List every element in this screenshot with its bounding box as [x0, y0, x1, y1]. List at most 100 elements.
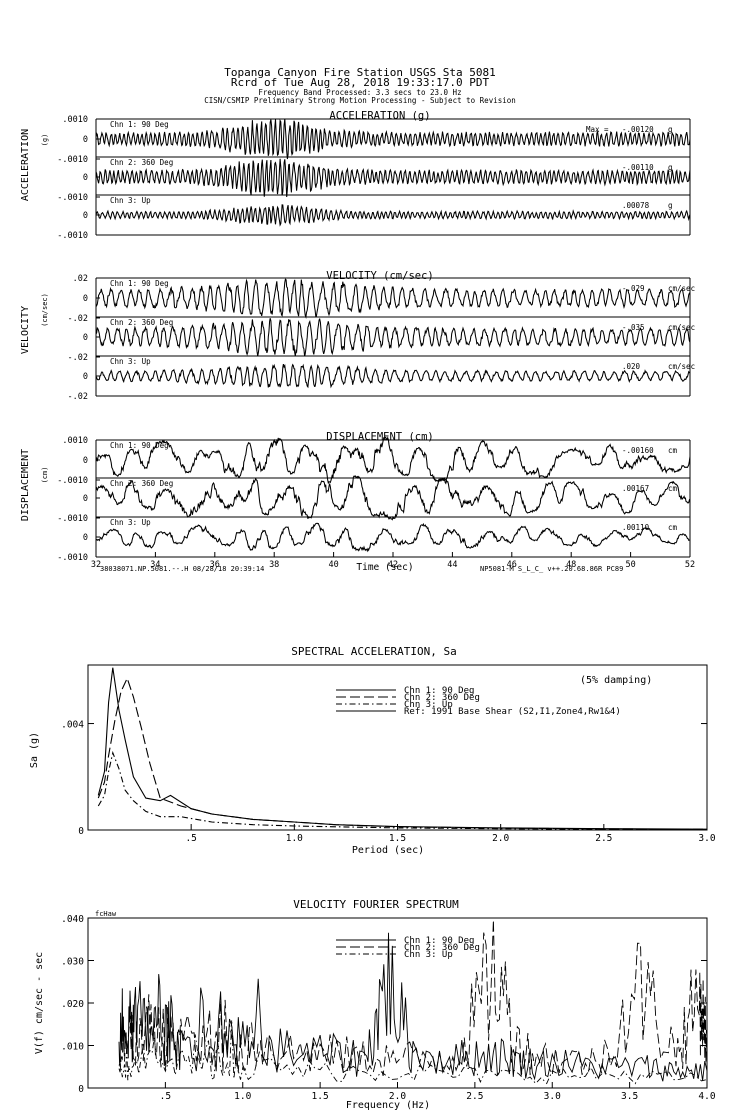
legend-label: Ref: 1991 Base Shear (S2,I1,Zone4,Rw1&4) — [404, 707, 621, 717]
acceleration-traces: ACCELERATION (g) ACCELERATION (g) .0010 0… — [20, 110, 691, 241]
y-tick-label: .020 — [61, 999, 84, 1010]
waveform-trace — [95, 475, 691, 521]
waveform-trace — [95, 118, 691, 160]
channel-max-prefix: Max = — [586, 125, 609, 134]
lane-ytick-label: 0 — [83, 294, 88, 304]
fourier-ylabel: V(f) cm/sec - sec — [34, 952, 45, 1054]
channel-label: Chn 2: 360 Deg — [110, 158, 173, 167]
y-tick-label: .030 — [61, 957, 84, 968]
sa-xlabel: Period (sec) — [352, 845, 424, 856]
channel-label: Chn 1: 90 Deg — [110, 441, 169, 450]
acceleration-title: ACCELERATION (g) — [329, 110, 430, 122]
legend-label: Chn 3: Up — [404, 950, 453, 960]
lane-ytick-label: -.0010 — [57, 231, 88, 241]
channel-max-value: -.035 — [622, 323, 645, 332]
fourier-title: VELOCITY FOURIER SPECTRUM — [293, 898, 459, 911]
x-tick-label: 4.0 — [698, 1091, 715, 1102]
time-axis-label: Time (sec) — [356, 562, 413, 573]
header-station-line: Topanga Canyon Fire Station USGS Sta 508… — [224, 66, 496, 79]
spectral-acceleration-chart: SPECTRAL ACCELERATION, Sa (5% damping) S… — [29, 645, 716, 856]
channel-max-unit: g — [668, 125, 673, 134]
channel-label: Chn 2: 360 Deg — [110, 479, 173, 488]
acceleration-ylabel: ACCELERATION — [20, 129, 31, 201]
channel-max-value: -.029 — [622, 284, 645, 293]
lane-ytick-label: -.0010 — [57, 476, 88, 486]
channel-max-unit: cm — [668, 446, 678, 455]
channel-max-value: -.00120 — [622, 125, 654, 134]
lane-ytick-label: .0010 — [62, 115, 88, 125]
displacement-title: DISPLACEMENT (cm) — [326, 431, 433, 443]
header-band-line: Frequency Band Processed: 3.3 secs to 23… — [258, 88, 461, 97]
x-tick-label: 1.0 — [234, 1091, 251, 1102]
waveform-trace — [95, 436, 691, 485]
waveform-trace — [95, 317, 691, 357]
channel-max-value: -.00160 — [622, 446, 654, 455]
velocity-title: VELOCITY (cm/sec) — [326, 270, 433, 282]
legend-label: Chn 2: 360 Deg — [404, 943, 480, 953]
lane-ytick-label: 0 — [83, 533, 88, 543]
lane-ytick-label: 0 — [83, 211, 88, 221]
channel-max-value: -.00110 — [622, 163, 654, 172]
time-axis-tick-label: 40 — [328, 560, 338, 570]
series-line — [118, 932, 708, 1082]
waveform-trace — [95, 158, 691, 198]
channel-max-unit: cm/sec — [668, 362, 695, 371]
y-tick-label: 0 — [78, 826, 84, 837]
x-tick-label: 1.0 — [286, 833, 303, 844]
lane-ytick-label: 0 — [83, 333, 88, 343]
displacement-yunit: (cm) — [41, 467, 49, 484]
displacement-ylabel: DISPLACEMENT — [20, 449, 31, 521]
x-tick-label: .5 — [185, 833, 196, 844]
lane-ytick-label: 0 — [83, 135, 88, 145]
channel-max-unit: cm — [668, 523, 678, 532]
fourier-plot-frame — [87, 917, 708, 1089]
x-tick-label: 2.0 — [389, 1091, 406, 1102]
velocity-fourier-chart: VELOCITY FOURIER SPECTRUM fcHaw V(f) cm/… — [34, 898, 716, 1111]
y-tick-label: .040 — [61, 914, 84, 925]
x-tick-label: 2.0 — [492, 833, 509, 844]
x-tick-label: 2.5 — [466, 1091, 483, 1102]
time-axis-tick-label: 48 — [566, 560, 576, 570]
time-axis-tick-label: 46 — [507, 560, 517, 570]
channel-max-unit: cm — [668, 484, 678, 493]
series-line — [118, 919, 708, 1077]
displacement-traces: DISPLACEMENT (cm) DISPLACEMENT (cm) .001… — [20, 431, 695, 573]
time-axis-tick-label: 36 — [210, 560, 220, 570]
waveform-trace — [95, 522, 691, 553]
velocity-ylabel: VELOCITY — [20, 306, 31, 354]
series-line — [97, 676, 708, 830]
series-line — [97, 750, 708, 831]
channel-max-unit: cm/sec — [668, 323, 695, 332]
fourier-corner-label: fcHaw — [95, 910, 117, 918]
y-tick-label: .004 — [61, 720, 84, 731]
header-record-line: Rcrd of Tue Aug 28, 2018 19:33:17.0 PDT — [231, 76, 490, 89]
y-tick-label: 0 — [78, 1084, 84, 1095]
channel-label: Chn 2: 360 Deg — [110, 318, 173, 327]
x-tick-label: 1.5 — [389, 833, 406, 844]
lane-ytick-label: -.02 — [68, 392, 88, 402]
lane-ytick-label: -.0010 — [57, 553, 88, 563]
channel-max-unit: cm/sec — [668, 284, 695, 293]
channel-max-value: .00167 — [622, 484, 649, 493]
velocity-traces: VELOCITY (cm/sec) VELOCITY (cm/sec) .020… — [20, 270, 695, 402]
legend-label: Chn 3: Up — [404, 700, 453, 710]
lane-ytick-label: -.0010 — [57, 155, 88, 165]
time-axis-tick-label: 42 — [388, 560, 398, 570]
channel-max-unit: g — [668, 163, 673, 172]
channel-label: Chn 1: 90 Deg — [110, 120, 169, 129]
legend-label: Chn 1: 90 Deg — [404, 936, 474, 946]
sa-damping-note: (5% damping) — [580, 675, 652, 686]
time-axis-tick-label: 38 — [269, 560, 279, 570]
series-line — [118, 1019, 708, 1085]
time-axis-tick-label: 44 — [447, 560, 457, 570]
time-axis-tick-label: 52 — [685, 560, 695, 570]
lane-ytick-label: -.02 — [68, 353, 88, 363]
x-tick-label: 3.5 — [621, 1091, 638, 1102]
channel-max-value: .00078 — [622, 201, 650, 210]
lane-ytick-label: -.0010 — [57, 514, 88, 524]
footer-file-id: 38038071.NP.5081.--.H 08/28/18 20:39:14 — [100, 565, 264, 573]
series-line — [97, 667, 708, 830]
channel-label: Chn 3: Up — [110, 357, 151, 366]
waveform-trace — [95, 204, 691, 227]
